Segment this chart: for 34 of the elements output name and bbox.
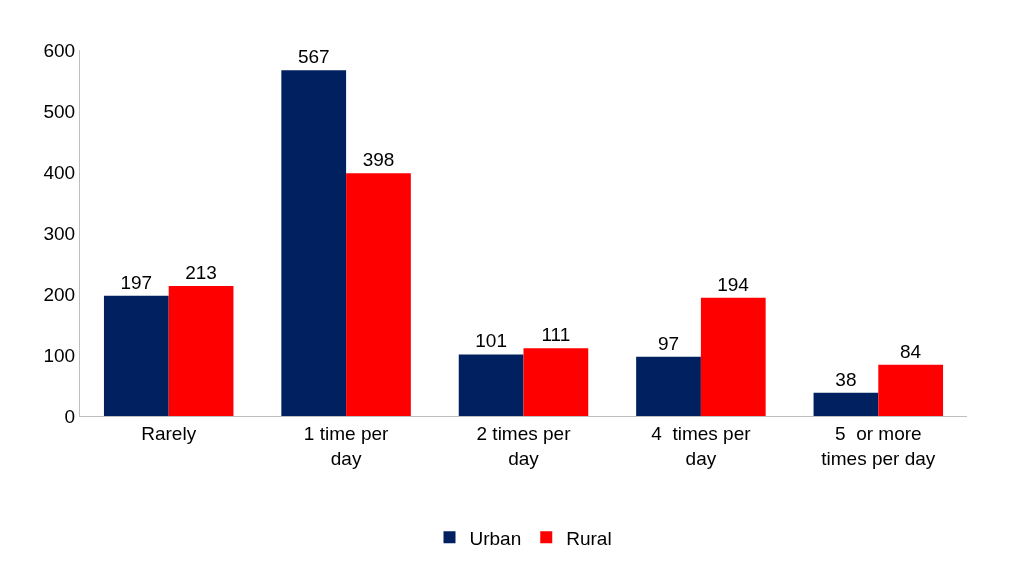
y-tick-label: 200 <box>43 283 76 305</box>
data-label: 197 <box>120 271 153 293</box>
x-tick-label: 2 times per day <box>476 422 572 469</box>
legend-label: Rural <box>566 527 612 549</box>
data-label: 38 <box>835 368 857 390</box>
data-label: 97 <box>657 332 680 354</box>
data-label: 111 <box>541 324 571 346</box>
bar <box>700 297 766 416</box>
bar <box>878 364 944 416</box>
x-tick-label: 5 or more times per day <box>821 422 936 469</box>
x-tick-label: 1 time per day <box>303 422 390 469</box>
data-label: 213 <box>185 262 217 284</box>
y-tick-label: 300 <box>43 222 76 244</box>
bar <box>168 286 234 416</box>
bar <box>636 356 701 416</box>
data-label: 101 <box>475 330 507 352</box>
y-tick-label: 400 <box>43 161 76 183</box>
bar <box>523 348 589 416</box>
y-tick-label: 100 <box>43 344 76 366</box>
x-tick-label: Rarely <box>141 422 197 444</box>
bar <box>281 70 347 416</box>
y-tick-label: 0 <box>64 405 76 427</box>
x-tick-label: 4 times per day <box>651 422 752 469</box>
data-label: 84 <box>899 340 922 362</box>
y-tick-label: 500 <box>43 100 76 122</box>
bar <box>346 173 411 416</box>
data-label: 567 <box>297 46 330 68</box>
data-label: 398 <box>362 149 395 171</box>
bar <box>458 354 524 416</box>
bar <box>813 392 879 416</box>
legend-label: Urban <box>469 527 522 549</box>
y-tick-label: 600 <box>43 39 76 61</box>
data-label: 194 <box>717 273 750 295</box>
bar <box>103 295 169 416</box>
